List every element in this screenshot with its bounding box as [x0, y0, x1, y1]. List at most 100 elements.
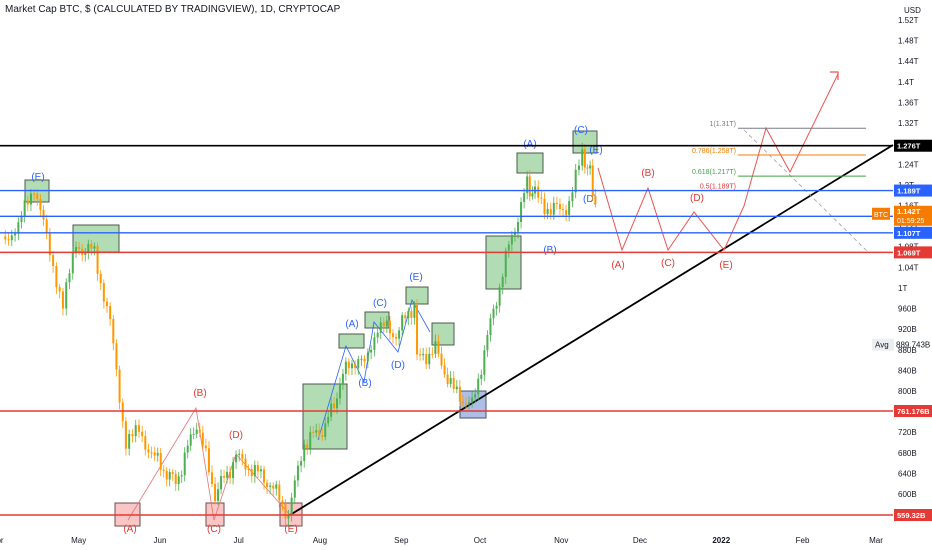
price-tick: 1.52T — [898, 16, 919, 25]
candle-body — [363, 358, 366, 362]
fib-label: 0.5(1.189T) — [700, 184, 736, 191]
candle-body — [223, 476, 226, 478]
candle-body — [344, 361, 347, 374]
candle-body — [189, 434, 192, 446]
candle-body — [315, 430, 318, 433]
price-badge-label: 559.32B — [897, 511, 926, 520]
candle-body — [583, 149, 586, 168]
candle-body — [138, 425, 141, 432]
candle-body — [300, 461, 303, 466]
candle-body — [333, 403, 336, 409]
candle-body — [464, 403, 467, 405]
candle-body — [468, 402, 471, 404]
candle-body — [284, 504, 287, 519]
candle-body — [523, 193, 526, 203]
candle-body — [168, 472, 171, 480]
candle-body — [336, 398, 339, 409]
candle-body — [272, 485, 275, 489]
candle-body — [589, 165, 592, 169]
candle-body — [443, 365, 446, 375]
wave-path — [317, 298, 431, 441]
candle-body — [220, 476, 223, 490]
candle-body — [269, 485, 272, 487]
candle-body — [577, 165, 580, 170]
fib-label: 0.618(1.217T) — [692, 169, 736, 176]
candle-body — [498, 287, 501, 306]
candle-body — [93, 246, 96, 249]
avg-badge — [872, 338, 894, 351]
candle-body — [247, 469, 250, 471]
candle-body — [543, 198, 546, 214]
price-tick: 680B — [898, 449, 917, 458]
candle-body — [303, 444, 306, 462]
wave-box[interactable] — [459, 390, 487, 419]
time-tick: Jul — [234, 536, 244, 545]
candle-body — [250, 469, 253, 477]
candle-body — [141, 431, 144, 437]
candle-body — [52, 255, 55, 267]
candle-body — [495, 305, 498, 309]
candle-body — [198, 429, 201, 433]
candle-body — [287, 514, 290, 519]
candle-body — [192, 433, 195, 435]
candle-body — [29, 193, 32, 205]
wave-box[interactable] — [338, 333, 365, 349]
candle-body — [434, 341, 437, 354]
wave-box[interactable] — [431, 322, 455, 346]
candle-body — [591, 165, 594, 196]
candle-body — [404, 315, 407, 319]
candle-body — [366, 352, 369, 362]
price-tick: 1.24T — [898, 160, 919, 169]
price-badge-label: 1.189T — [897, 187, 921, 196]
wave-label: (C) — [373, 298, 387, 309]
candle-body — [61, 291, 64, 309]
candle-body — [106, 301, 109, 306]
avg-label: Avg — [875, 341, 889, 350]
candle-body — [486, 334, 489, 351]
time-tick: pr — [0, 536, 4, 545]
candle-body — [33, 193, 36, 195]
candle-body — [96, 246, 99, 274]
wave-label: (D) — [690, 193, 704, 204]
candle-body — [574, 169, 577, 193]
projection-path — [597, 73, 839, 252]
candle-body — [516, 221, 519, 232]
candle-body — [207, 448, 210, 473]
candle-body — [244, 458, 247, 470]
time-tick: Sep — [394, 536, 409, 545]
price-badges-layer: 1.276T1.189T1.139T1.107T1.069T761.176B55… — [872, 139, 932, 521]
current-price-badge — [894, 205, 932, 226]
candle-body — [562, 208, 565, 211]
wave-label: (B) — [641, 168, 654, 179]
candle-body — [256, 465, 259, 472]
candle-body — [327, 416, 330, 424]
candle-body — [379, 322, 382, 333]
candle-body — [177, 476, 180, 484]
candle-body — [309, 432, 312, 449]
candle-body — [483, 350, 486, 375]
candle-body — [253, 465, 256, 477]
candle-body — [162, 469, 165, 471]
price-tick: 1.48T — [898, 37, 919, 46]
wave-label: (E) — [589, 145, 602, 156]
candle-body — [112, 319, 115, 344]
wave-label: (D) — [391, 360, 405, 371]
candle-body — [134, 425, 137, 437]
price-tick: 1.4T — [898, 78, 914, 87]
price-tick: 920B — [898, 325, 917, 334]
candle-body — [165, 470, 168, 480]
candle-body — [71, 251, 74, 274]
candle-body — [540, 197, 543, 199]
candle-body — [385, 320, 388, 327]
price-badge — [894, 184, 932, 197]
candle-body — [546, 209, 549, 214]
price-badge-label: 1.069T — [897, 248, 921, 257]
candle-body — [17, 222, 20, 234]
candle-body — [520, 202, 523, 222]
chart-title: Market Cap BTC, $ (CALCULATED BY TRADING… — [5, 4, 341, 15]
level-lines-layer — [0, 144, 893, 516]
candle-body — [159, 452, 162, 470]
wave-label: (B) — [193, 388, 206, 399]
